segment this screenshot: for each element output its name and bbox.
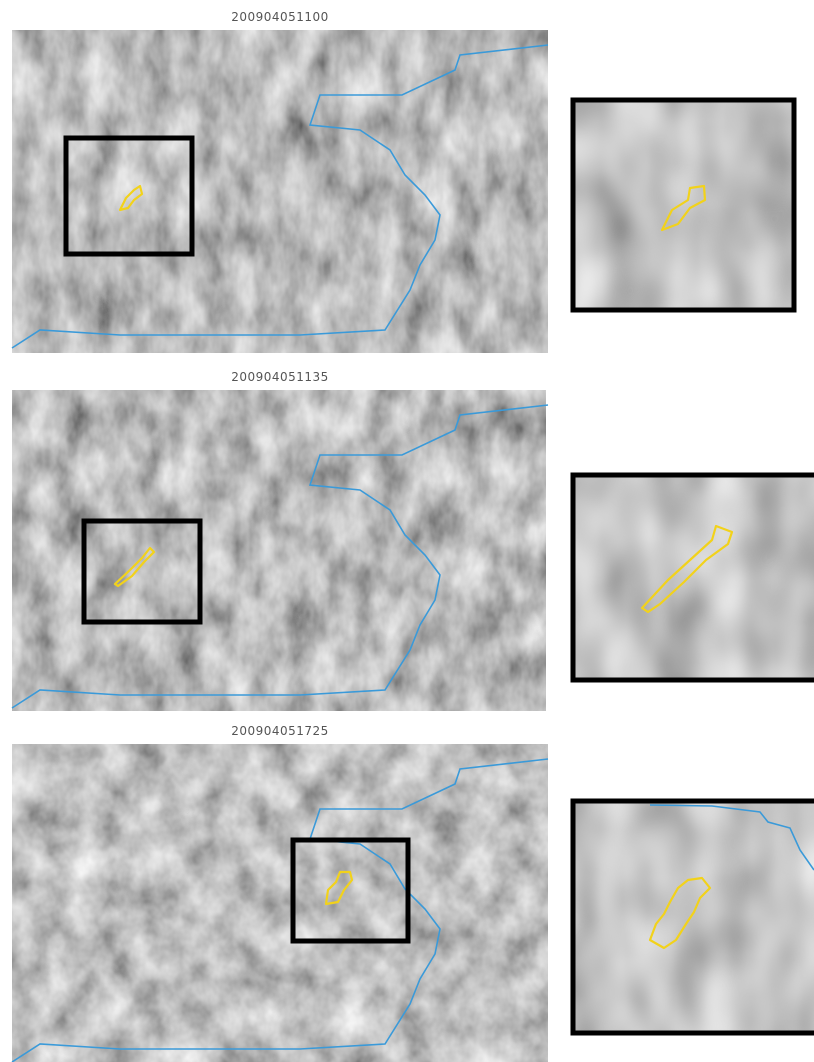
timestamp: 200904051135 xyxy=(231,370,329,384)
zoom-box xyxy=(63,135,195,257)
plume-outline xyxy=(660,184,707,232)
zoom-image xyxy=(573,475,814,680)
zoom-image xyxy=(573,801,814,1033)
border-line xyxy=(649,804,814,871)
timestamp: 200904051100 xyxy=(231,10,329,24)
zoom-frame xyxy=(570,798,814,1036)
plume-outline xyxy=(324,870,354,906)
zoom-box xyxy=(81,518,203,625)
zoom-box xyxy=(290,837,411,944)
zoom-frame xyxy=(570,472,814,683)
zoom-frame xyxy=(570,97,797,313)
plume-outline xyxy=(640,524,734,614)
plume-outline xyxy=(113,546,156,588)
satellite-image xyxy=(12,30,548,353)
satellite-image xyxy=(12,390,546,711)
zoom-image xyxy=(573,100,794,310)
plume-outline xyxy=(648,876,712,950)
timestamp: 200904051725 xyxy=(231,724,329,738)
plume-outline xyxy=(118,184,144,212)
satellite-image xyxy=(12,744,548,1062)
